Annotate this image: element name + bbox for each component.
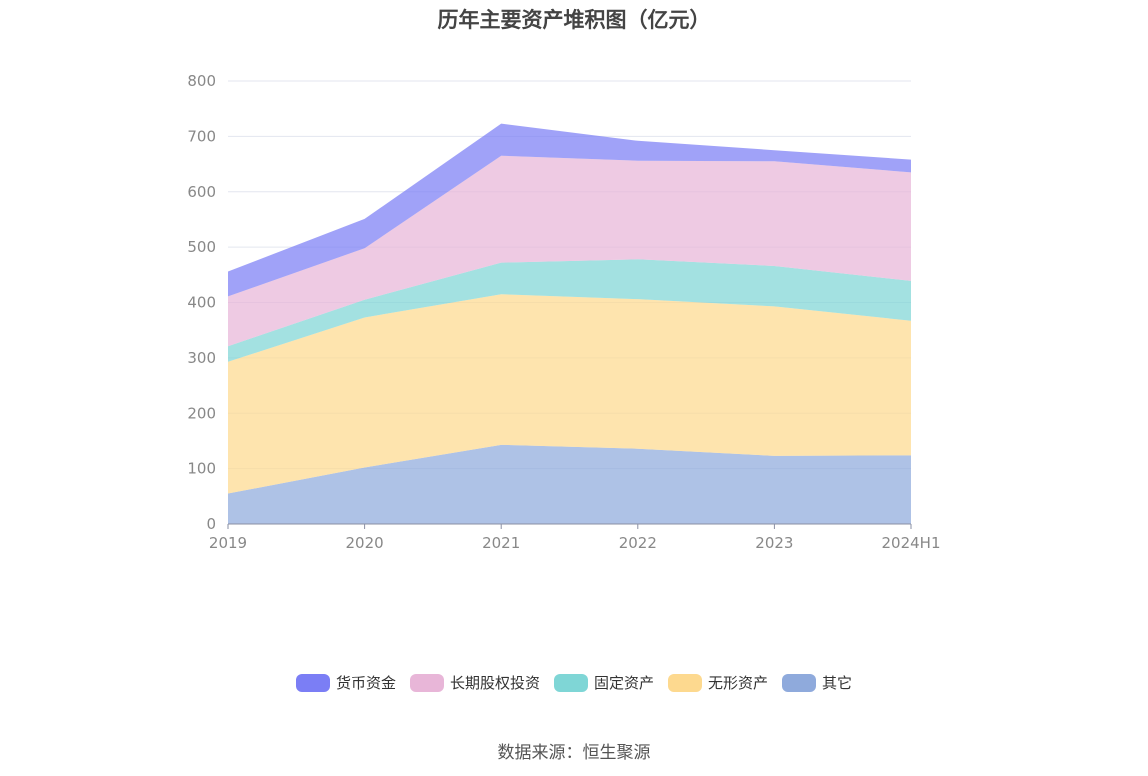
y-tick-label-300: 300 <box>187 349 216 367</box>
chart-title: 历年主要资产堆积图（亿元） <box>437 8 711 32</box>
y-tick-label-0: 0 <box>206 515 216 533</box>
legend-label-equity-investment: 长期股权投资 <box>449 674 540 692</box>
area-chart: 0 100 200 300 400 500 600 700 800 2019 2020 2021 202… <box>187 72 941 552</box>
legend: 货币资金 长期股权投资 固定资产 无形资产 其它 <box>0 672 1148 693</box>
legend-item-other[interactable]: 其它 <box>782 672 852 693</box>
y-tick-label-600: 600 <box>187 183 216 201</box>
area-series-2[interactable] <box>228 259 911 362</box>
y-tick-label-400: 400 <box>187 294 216 312</box>
legend-label-other: 其它 <box>822 674 853 692</box>
legend-label-fixed-assets: 固定资产 <box>593 674 654 692</box>
legend-item-fixed-assets[interactable]: 固定资产 <box>553 672 654 693</box>
y-tick-label-800: 800 <box>187 72 216 90</box>
legend-swatch-fixed-assets <box>553 673 588 692</box>
y-tick-label-200: 200 <box>187 404 216 422</box>
x-tick-label-2023: 2023 <box>755 534 793 552</box>
x-tick-label-2021: 2021 <box>482 534 520 552</box>
legend-swatch-equity-investment <box>409 673 444 692</box>
y-tick-label-700: 700 <box>187 127 216 145</box>
x-tick-label-2020: 2020 <box>346 534 384 552</box>
legend-item-intangible-assets[interactable]: 无形资产 <box>668 672 768 693</box>
legend-item-equity-investment[interactable]: 长期股权投资 <box>409 672 540 693</box>
x-tick-label-2024H1: 2024H1 <box>882 534 941 552</box>
legend-label-intangible-assets: 无形资产 <box>708 674 769 692</box>
legend-item-cash[interactable]: 货币资金 <box>295 672 396 693</box>
y-tick-label-500: 500 <box>187 238 216 256</box>
legend-swatch-other <box>782 673 817 692</box>
legend-label-cash: 货币资金 <box>335 674 396 692</box>
area-series-4[interactable] <box>228 123 911 297</box>
legend-swatch-cash <box>295 673 330 692</box>
x-tick-label-2019: 2019 <box>209 534 247 552</box>
data-source: 数据来源：恒生聚源 <box>497 743 651 763</box>
x-tick-label-2022: 2022 <box>619 534 657 552</box>
area-series-1[interactable] <box>228 294 911 494</box>
area-series-3[interactable] <box>228 155 911 347</box>
y-tick-label-100: 100 <box>187 460 216 478</box>
legend-swatch-intangible-assets <box>668 673 702 692</box>
area-series-0[interactable] <box>228 444 911 524</box>
